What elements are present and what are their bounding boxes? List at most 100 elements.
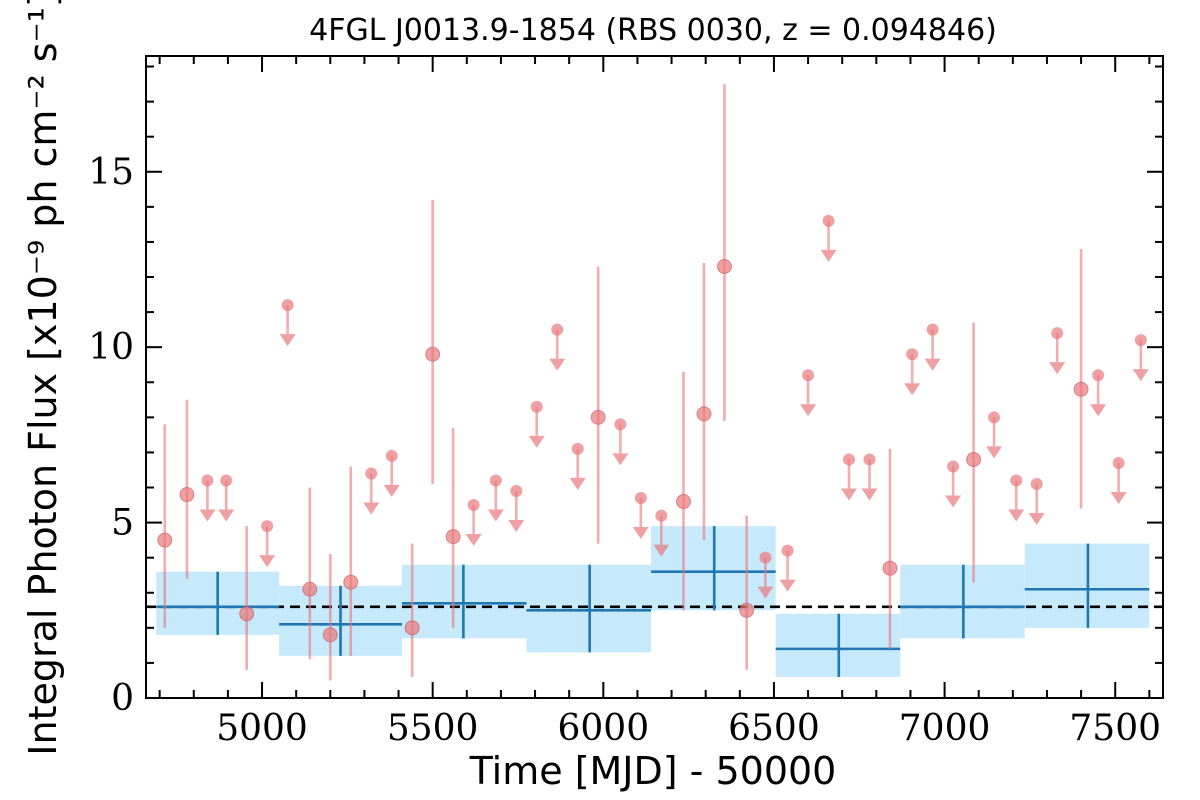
upper-limit-arrow [363, 502, 380, 515]
upper-limit-arrow [820, 249, 837, 262]
upper-limit-point [551, 323, 564, 336]
upper-limit-arrow [218, 509, 235, 522]
upper-limit-arrow [1132, 369, 1149, 382]
upper-limit-point [365, 467, 378, 480]
upper-limit-point [1092, 369, 1105, 382]
upper-limit-arrow [612, 453, 629, 466]
y-tick-label: 15 [88, 152, 134, 193]
detection-point [343, 574, 359, 590]
detection-point [404, 620, 420, 636]
upper-limit-point [281, 299, 294, 312]
upper-limit-arrow [779, 579, 796, 592]
detection-point [322, 627, 338, 643]
long-bin-bands [156, 526, 1150, 677]
upper-limit-arrow [924, 358, 941, 371]
y-axis-label: Integral Photon Flux [x10⁻⁹ ph cm⁻² s⁻¹] [21, 0, 65, 756]
upper-limit-point [906, 348, 919, 361]
detection-point [739, 602, 755, 618]
upper-limit-point [385, 449, 398, 462]
upper-limit-point [614, 418, 627, 431]
upper-limit-arrow [800, 404, 817, 417]
long-bin-crosses [156, 526, 1150, 677]
y-tick-label: 0 [111, 678, 134, 719]
upper-limit-point [781, 544, 794, 557]
upper-limit-point [201, 474, 214, 487]
upper-limit-point [863, 453, 876, 466]
upper-limit-point [571, 442, 584, 455]
upper-limit-arrow [757, 586, 774, 599]
upper-limit-point [1051, 327, 1064, 340]
upper-limit-arrow [632, 527, 649, 540]
upper-limit-point [1030, 478, 1043, 490]
detection-point [696, 406, 712, 422]
upper-limit-arrow [549, 358, 566, 371]
plot-border [145, 55, 1164, 699]
x-tick-label: 6500 [728, 708, 820, 749]
upper-limit-arrow [487, 509, 504, 522]
upper-limit-arrow [569, 477, 586, 490]
upper-limit-arrow [279, 334, 296, 347]
upper-limit-point [1112, 456, 1125, 469]
upper-limit-point [261, 520, 274, 533]
y-tick-label: 5 [111, 503, 134, 544]
upper-limit-point [489, 474, 502, 487]
upper-limit-arrow [528, 435, 545, 448]
x-axis-label: Time [MJD] - 50000 [469, 749, 837, 793]
axis-ticks [146, 56, 1163, 699]
upper-limit-point [988, 411, 1001, 424]
x-tick-label: 5500 [387, 708, 479, 749]
detection-point [302, 581, 318, 597]
upper-limit-point [467, 499, 480, 512]
upper-limit-arrow [1049, 362, 1066, 375]
upper-limit-point [655, 509, 668, 522]
y-tick-label: 10 [88, 327, 134, 368]
upper-limit-point [802, 369, 815, 382]
detection-point [716, 258, 732, 274]
upper-limit-point [822, 214, 835, 227]
detection-point [425, 346, 441, 362]
detection-point [179, 487, 195, 503]
detection-point [676, 494, 692, 510]
detection-point [157, 532, 173, 548]
detection-point [590, 409, 606, 425]
upper-limit-arrow [383, 484, 400, 497]
detection-point [882, 560, 898, 576]
upper-limit-arrow [259, 555, 276, 568]
detection-point [445, 529, 461, 545]
upper-limit-arrow [841, 488, 858, 501]
x-tick-label: 7500 [1069, 708, 1161, 749]
detection-point [1073, 381, 1089, 397]
plot-frame [145, 55, 1164, 699]
upper-limit-point [634, 492, 647, 505]
upper-limit-arrow [508, 520, 525, 533]
upper-limit-point [530, 400, 543, 413]
upper-limit-point [759, 551, 772, 564]
detection-point [966, 451, 982, 467]
upper-limit-point [510, 485, 523, 498]
upper-limit-arrow [1028, 513, 1045, 525]
upper-limit-point [843, 453, 856, 466]
detection-point [239, 606, 255, 622]
upper-limit-point [1010, 474, 1023, 487]
upper-limit-point [926, 323, 939, 336]
tick-labels: 5000 5500 6000 6500 7000 7500 0 5 10 15 [88, 152, 1161, 749]
upper-limit-arrow [1090, 404, 1107, 417]
upper-limit-arrow [945, 495, 962, 508]
x-tick-label: 6000 [557, 708, 649, 749]
upper-limit-arrow [904, 383, 921, 396]
upper-limit-arrow [653, 544, 670, 557]
upper-limit-arrow [199, 509, 216, 522]
short-bin-points [157, 84, 1149, 681]
x-tick-label: 5000 [216, 708, 308, 749]
upper-limit-arrow [986, 446, 1003, 459]
upper-limit-arrow [1110, 491, 1127, 504]
upper-limit-point [220, 474, 233, 487]
x-tick-label: 7000 [899, 708, 991, 749]
upper-limit-point [947, 460, 960, 473]
upper-limit-arrow [861, 488, 878, 501]
upper-limit-arrow [465, 534, 482, 547]
upper-limit-point [1134, 334, 1147, 347]
upper-limit-arrow [1008, 509, 1025, 522]
